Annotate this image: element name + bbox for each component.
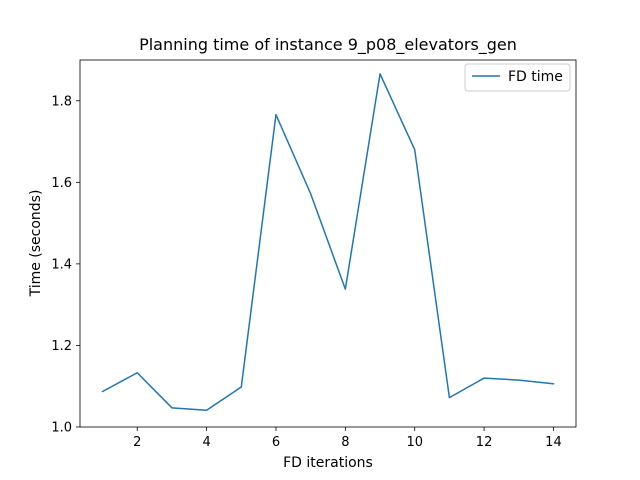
data-point [483, 377, 485, 379]
x-tick-label: 2 [133, 435, 141, 450]
data-point [345, 288, 347, 290]
y-tick-label: 1.6 [51, 176, 72, 191]
legend-label: FD time [508, 69, 563, 85]
data-point [136, 372, 138, 374]
x-tick-label: 6 [272, 435, 280, 450]
y-tick-label: 1.0 [51, 421, 72, 436]
data-point [206, 410, 208, 412]
marks-layer [101, 73, 555, 412]
data-point [241, 386, 243, 388]
x-tick-label: 4 [202, 435, 210, 450]
data-point [414, 149, 416, 151]
data-point [310, 193, 312, 195]
x-tick-label: 12 [476, 435, 493, 450]
data-point [102, 391, 104, 393]
data-point [449, 397, 451, 399]
data-point [379, 73, 381, 75]
chart-title: Planning time of instance 9_p08_elevator… [139, 35, 517, 55]
data-point [518, 379, 520, 381]
data-point [171, 407, 173, 409]
y-tick-label: 1.4 [51, 257, 72, 272]
y-tick-label: 1.2 [51, 339, 72, 354]
y-tick-label: 1.8 [51, 94, 72, 109]
series-line-0 [101, 73, 555, 412]
legend: FD time [464, 63, 571, 92]
x-tick-label: 10 [406, 435, 423, 450]
ticks-layer: 2 4 6 8 10 12 14 1.0 1.2 1.4 1.6 1.8 [51, 94, 561, 450]
x-tick-label: 14 [545, 435, 562, 450]
data-point [275, 114, 277, 116]
x-axis-label: FD iterations [283, 455, 373, 471]
x-tick-label: 8 [341, 435, 349, 450]
data-point [553, 383, 555, 385]
legend-box [464, 63, 571, 92]
y-axis-label: Time (seconds) [28, 190, 44, 298]
plot-frame [79, 59, 577, 428]
